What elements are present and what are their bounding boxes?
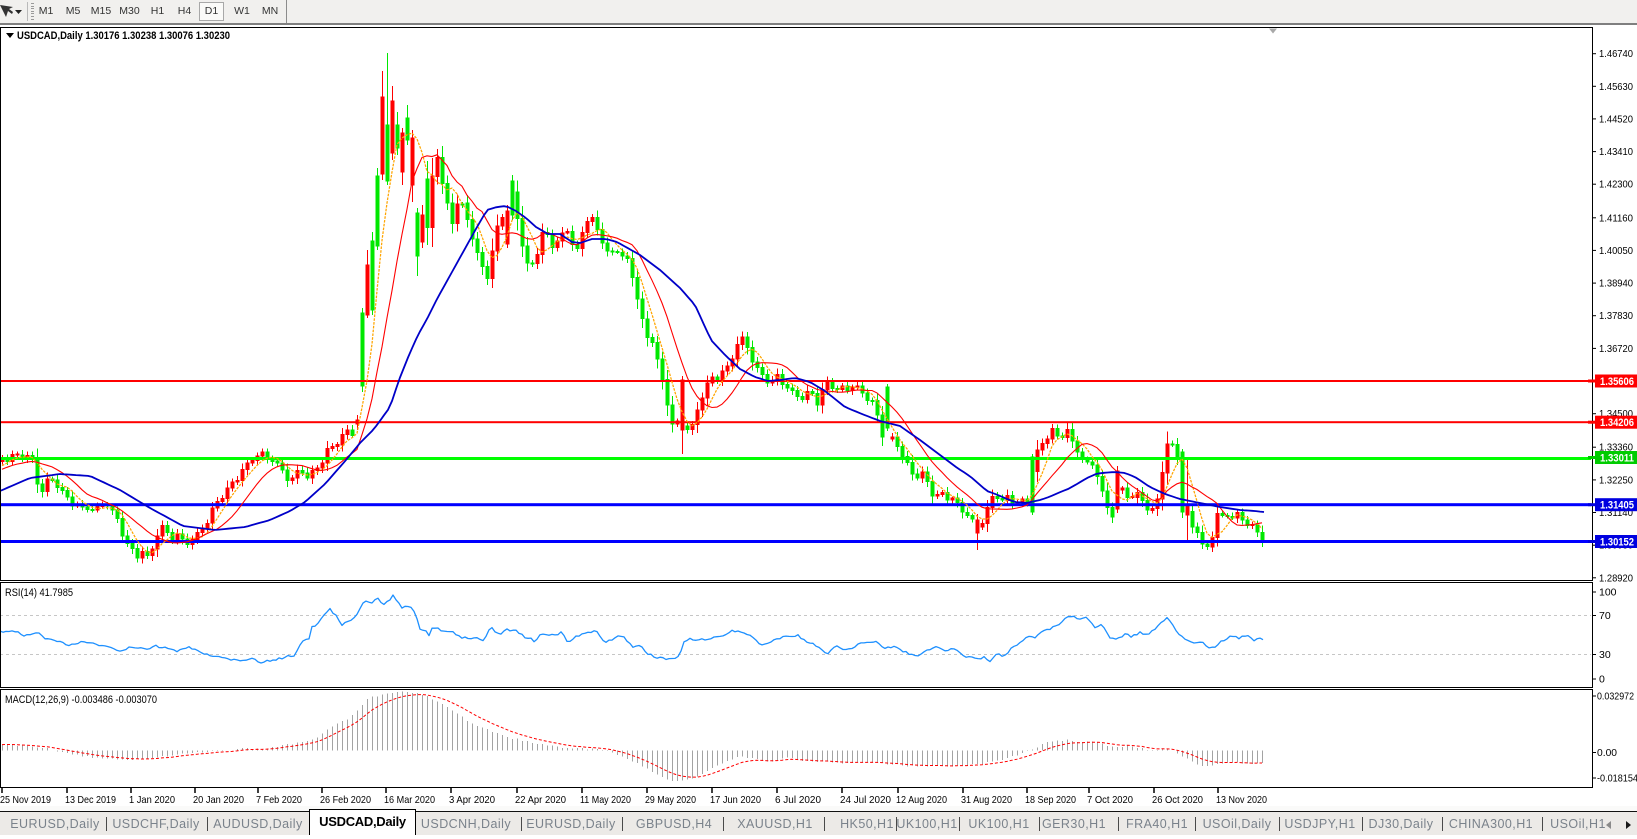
svg-text:0.032972: 0.032972 — [1597, 691, 1634, 703]
svg-text:3 Apr 2020: 3 Apr 2020 — [449, 794, 495, 806]
svg-text:16 Mar 2020: 16 Mar 2020 — [384, 794, 435, 806]
svg-text:1.38940: 1.38940 — [1599, 278, 1633, 290]
svg-text:7 Oct 2020: 7 Oct 2020 — [1087, 794, 1133, 806]
svg-text:1.37830: 1.37830 — [1599, 310, 1633, 322]
svg-text:17 Jun 2020: 17 Jun 2020 — [710, 794, 761, 806]
svg-text:1 Jan 2020: 1 Jan 2020 — [129, 794, 175, 806]
svg-text:1.46740: 1.46740 — [1599, 48, 1633, 60]
svg-text:1.28920: 1.28920 — [1599, 572, 1633, 584]
svg-text:31 Aug 2020: 31 Aug 2020 — [961, 794, 1012, 806]
svg-text:12 Aug 2020: 12 Aug 2020 — [896, 794, 947, 806]
svg-text:24 Jul 2020: 24 Jul 2020 — [840, 794, 891, 806]
svg-text:RSI(14) 41.7985: RSI(14) 41.7985 — [5, 587, 73, 599]
svg-text:25 Nov 2019: 25 Nov 2019 — [0, 794, 51, 806]
svg-text:1.30152: 1.30152 — [1600, 537, 1634, 549]
svg-text:1.33011: 1.33011 — [1600, 453, 1634, 465]
svg-text:70: 70 — [1599, 610, 1611, 622]
svg-text:USDCAD,Daily 1.30176 1.30238: USDCAD,Daily 1.30176 1.30238 1.30076 1.3… — [17, 30, 230, 42]
svg-text:1.36720: 1.36720 — [1599, 343, 1633, 355]
svg-text:1.35606: 1.35606 — [1600, 376, 1634, 388]
svg-text:29 May 2020: 29 May 2020 — [645, 794, 696, 806]
svg-text:1.42300: 1.42300 — [1599, 179, 1633, 191]
svg-text:13 Nov 2020: 13 Nov 2020 — [1216, 794, 1267, 806]
svg-text:20 Jan 2020: 20 Jan 2020 — [193, 794, 244, 806]
svg-text:13 Dec 2019: 13 Dec 2019 — [65, 794, 116, 806]
svg-text:1.43410: 1.43410 — [1599, 146, 1633, 158]
svg-text:22 Apr 2020: 22 Apr 2020 — [515, 794, 566, 806]
svg-text:7 Feb 2020: 7 Feb 2020 — [256, 794, 302, 806]
svg-text:1.44520: 1.44520 — [1599, 113, 1633, 125]
svg-text:1.34206: 1.34206 — [1600, 417, 1634, 429]
svg-text:1.32250: 1.32250 — [1599, 474, 1633, 486]
svg-text:1.33360: 1.33360 — [1599, 442, 1633, 454]
svg-text:30: 30 — [1599, 649, 1611, 661]
svg-text:1.45630: 1.45630 — [1599, 81, 1633, 93]
svg-text:1.40050: 1.40050 — [1599, 245, 1633, 257]
svg-text:MACD(12,26,9) -0.003486 -0.003: MACD(12,26,9) -0.003486 -0.003070 — [5, 694, 157, 706]
svg-text:18 Sep 2020: 18 Sep 2020 — [1025, 794, 1076, 806]
svg-text:26 Feb 2020: 26 Feb 2020 — [320, 794, 371, 806]
svg-text:26 Oct 2020: 26 Oct 2020 — [1152, 794, 1203, 806]
svg-text:-0.018154: -0.018154 — [1597, 773, 1637, 785]
svg-text:1.41160: 1.41160 — [1599, 212, 1633, 224]
svg-text:0: 0 — [1599, 674, 1605, 686]
svg-text:0.00: 0.00 — [1597, 747, 1617, 759]
svg-text:11 May 2020: 11 May 2020 — [580, 794, 631, 806]
svg-text:1.31405: 1.31405 — [1600, 500, 1634, 512]
svg-text:100: 100 — [1599, 587, 1617, 599]
svg-text:6 Jul 2020: 6 Jul 2020 — [775, 794, 821, 806]
